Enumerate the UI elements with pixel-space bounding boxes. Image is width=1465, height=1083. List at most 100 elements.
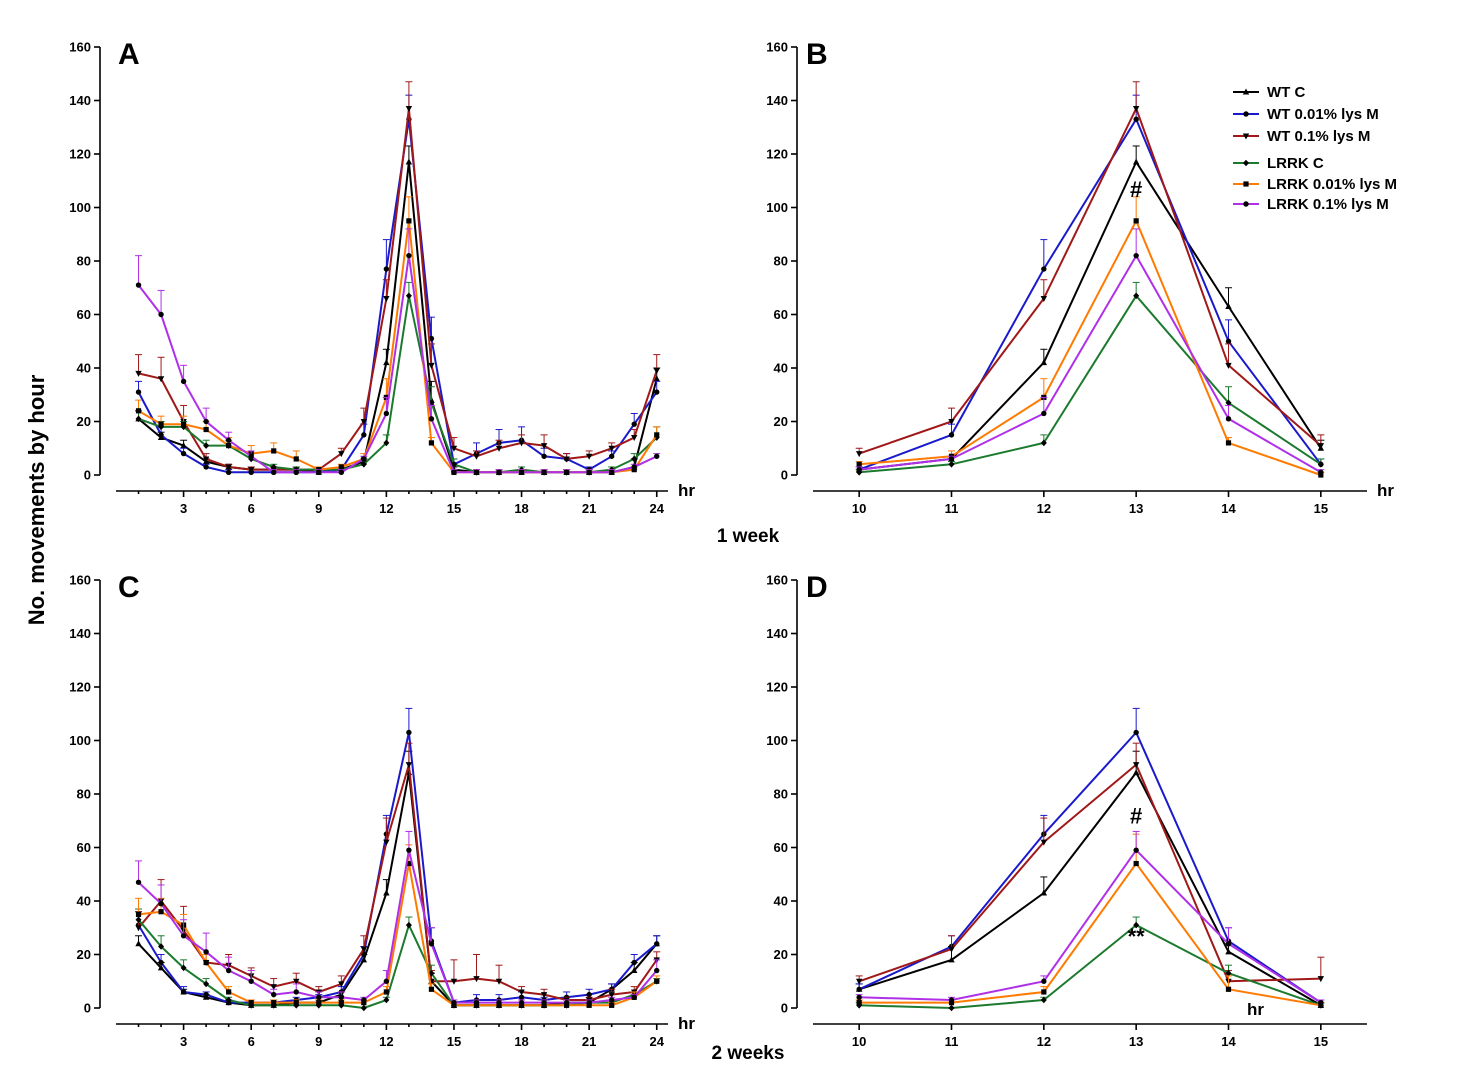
- y-tick-label: 0: [84, 1001, 91, 1016]
- data-point: [1133, 292, 1140, 300]
- y-axis: [791, 46, 798, 476]
- data-point: [135, 879, 142, 885]
- y-tick-label: 100: [766, 200, 788, 215]
- data-point: [360, 1004, 367, 1012]
- data-point: [383, 889, 390, 896]
- data-point: [1041, 410, 1047, 417]
- y-tick-label: 100: [766, 733, 788, 748]
- data-point: [135, 282, 142, 288]
- data-point: [360, 956, 368, 963]
- y-tick-label: 100: [69, 733, 91, 748]
- legend-item-wt-0-01-lys-m: WT 0.01% lys M: [1233, 106, 1379, 123]
- data-point: [1225, 416, 1232, 422]
- data-point: [360, 419, 368, 425]
- data-point: [1133, 860, 1139, 867]
- series-group: [135, 707, 661, 1012]
- data-point: [316, 469, 322, 476]
- data-point: [1225, 399, 1232, 407]
- data-point: [608, 453, 615, 459]
- data-point: [180, 423, 187, 431]
- week-label-2: 2 weeks: [712, 1043, 785, 1064]
- series-line-lrrk-0-1-lys-m: [137, 849, 658, 1004]
- series-line-lrrk-0-1-lys-m: [859, 254, 1322, 474]
- data-point: [203, 959, 209, 966]
- significance-annotation: #: [1130, 177, 1142, 202]
- series-lrrk-c: [855, 281, 1325, 476]
- data-point: [225, 437, 232, 443]
- data-point: [316, 1000, 322, 1006]
- data-point: [180, 989, 187, 995]
- data-point: [180, 442, 187, 449]
- data-point: [563, 469, 570, 476]
- data-point: [406, 860, 412, 867]
- data-point: [855, 451, 863, 458]
- legend-label: LRRK 0.1% lys M: [1267, 196, 1389, 213]
- data-point: [654, 453, 660, 459]
- data-point: [1225, 941, 1232, 947]
- data-point: [1225, 969, 1232, 977]
- data-point: [271, 469, 277, 476]
- data-point: [180, 933, 187, 939]
- series-line-lrrk-0-1-lys-m: [137, 254, 658, 474]
- y-tick-label: 20: [774, 414, 788, 429]
- data-point: [654, 967, 660, 974]
- x-axis: [116, 490, 668, 497]
- series-lrrk-c: [855, 916, 1325, 1012]
- data-point: [1041, 989, 1047, 995]
- data-point: [428, 362, 435, 369]
- legend: WT C WT 0.01% lys M WT 0.1% lys M LRRK C LRR…: [1233, 84, 1397, 213]
- data-point: [248, 978, 254, 984]
- data-point: [383, 839, 390, 846]
- data-point: [586, 469, 592, 476]
- data-point: [631, 959, 637, 966]
- series-wt-0-01-lys-m: [135, 94, 661, 476]
- y-axis: [94, 46, 101, 476]
- data-point: [856, 986, 862, 992]
- data-point: [540, 443, 548, 450]
- y-tick-label: 160: [69, 40, 91, 55]
- legend-item-lrrk-0-01-lys-m: LRRK 0.01% lys M: [1233, 176, 1397, 193]
- data-point: [856, 461, 862, 467]
- data-point: [654, 941, 660, 947]
- data-point: [1133, 218, 1139, 224]
- data-point: [157, 964, 165, 971]
- data-point: [405, 762, 413, 769]
- y-axis-label: No. movements by hour: [24, 374, 49, 625]
- series-wt-0-1-lys-m: [855, 81, 1325, 458]
- data-point: [293, 1000, 299, 1006]
- series-line-lrrk-0-01-lys-m: [138, 862, 658, 1007]
- data-point: [428, 969, 435, 977]
- series-lrrk-0-1-lys-m: [855, 830, 1325, 1006]
- y-tick-label: 60: [774, 307, 788, 322]
- y-tick-label: 40: [77, 894, 91, 909]
- data-point: [450, 978, 458, 985]
- data-point: [473, 469, 480, 476]
- y-tick-label: 120: [766, 680, 788, 695]
- data-point: [631, 435, 638, 442]
- data-point: [158, 421, 164, 427]
- data-point: [360, 946, 368, 953]
- data-point: [203, 949, 209, 955]
- data-point: [1040, 439, 1047, 447]
- y-tick-label: 160: [766, 40, 788, 55]
- x-tick-label: 13: [1129, 501, 1143, 516]
- data-point: [1225, 338, 1232, 344]
- y-tick-label: 0: [781, 468, 788, 483]
- legend-marker: [1243, 159, 1249, 167]
- y-axis: [791, 579, 798, 1009]
- series-line-wt-0-01-lys-m: [137, 118, 658, 474]
- y-tick-label: 20: [77, 947, 91, 962]
- data-point: [203, 464, 209, 470]
- data-point: [406, 218, 412, 224]
- x-axis: [116, 1023, 668, 1030]
- data-point: [1225, 948, 1232, 955]
- data-point: [948, 997, 955, 1003]
- x-axis: [813, 490, 1367, 497]
- data-point: [293, 456, 299, 462]
- data-point: [248, 1000, 254, 1006]
- data-point: [225, 469, 232, 476]
- data-point: [293, 989, 299, 995]
- data-point: [586, 991, 592, 998]
- data-point: [1317, 443, 1325, 450]
- data-point: [1132, 158, 1140, 165]
